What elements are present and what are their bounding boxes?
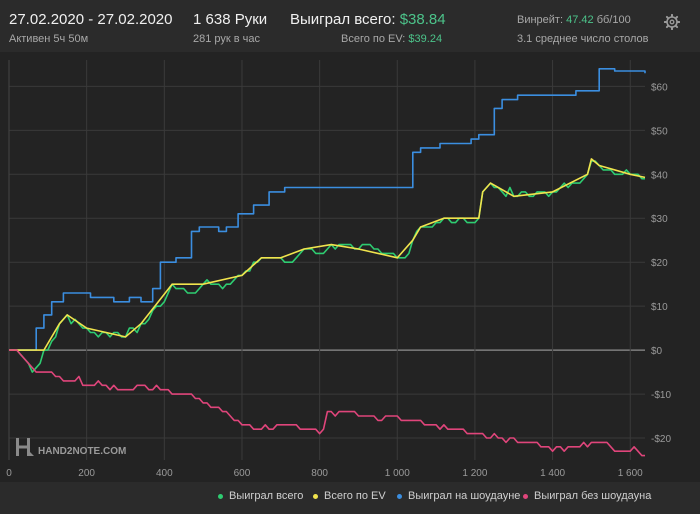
watermark-text: HAND2NOTE.COM: [38, 446, 126, 457]
x-tick-label: 400: [156, 468, 173, 479]
winrate-unit: бб/100: [596, 14, 631, 26]
hands-per-hour: 281 рук в час: [193, 33, 261, 45]
ev-total-label: Всего по EV:: [341, 33, 406, 45]
y-tick-label: $60: [651, 82, 668, 93]
legend-dot: [313, 493, 318, 499]
series-line: [9, 158, 646, 351]
legend-item-showdown[interactable]: Выиграл на шоудауне: [397, 490, 520, 502]
ev-total: Всего по EV: $39.24: [341, 33, 442, 45]
y-tick-label: $40: [651, 170, 668, 181]
active-time: Активен 5ч 50м: [9, 33, 89, 45]
legend-label: Выиграл на шоудауне: [408, 490, 521, 502]
y-tick-label: $30: [651, 214, 668, 225]
hand2note-logo: HAND2NOTE.COM: [16, 438, 126, 457]
won-total-label: Выиграл всего:: [290, 11, 396, 28]
x-tick-label: 200: [78, 468, 95, 479]
date-range[interactable]: 27.02.2020 - 27.02.2020: [9, 11, 173, 28]
y-tick-label: $0: [651, 346, 663, 357]
legend-dot: [397, 493, 402, 499]
y-tick-label: $50: [651, 126, 668, 137]
legend-dot: [523, 493, 528, 499]
won-total: Выиграл всего: $38.84: [290, 11, 446, 28]
y-tick-label: -$10: [651, 390, 671, 401]
avg-tables: 3.1 среднее число столов: [517, 33, 649, 45]
x-axis-ticks: 0 200 400 600 800 1 000 1 200 1 400 1 600: [6, 468, 643, 479]
x-tick-label: 0: [6, 468, 12, 479]
won-total-value: $38.84: [399, 11, 446, 28]
legend-label: Выиграл без шоудауна: [534, 490, 652, 502]
legend-item-won[interactable]: Выиграл всего: [218, 490, 303, 502]
series-line: [9, 349, 645, 457]
chart-legend: Выиграл всего Всего по EV Выиграл на шоу…: [0, 486, 700, 508]
profit-chart[interactable]: 0 200 400 600 800 1 000 1 200 1 400 1 600 $60 $50…: [0, 52, 700, 482]
legend-item-ev[interactable]: Всего по EV: [313, 490, 386, 502]
y-tick-label: $10: [651, 302, 668, 313]
legend-label: Всего по EV: [324, 490, 386, 502]
hands-count: 1 638 Руки: [193, 11, 268, 28]
legend-dot: [218, 493, 223, 499]
x-tick-label: 800: [311, 468, 328, 479]
chart-series: [9, 68, 646, 457]
profit-chart-svg: 0 200 400 600 800 1 000 1 200 1 400 1 600 $60 $50…: [6, 60, 671, 479]
x-tick-label: 1 600: [618, 468, 643, 479]
legend-item-no-showdown[interactable]: Выиграл без шоудауна: [523, 490, 651, 502]
ev-total-value: $39.24: [408, 33, 443, 45]
winrate-label: Винрейт:: [517, 14, 564, 26]
x-tick-label: 1 400: [540, 468, 565, 479]
series-line: [9, 68, 646, 351]
legend-label: Выиграл всего: [229, 490, 304, 502]
stats-header: 27.02.2020 - 27.02.2020 Активен 5ч 50м 1…: [0, 0, 700, 50]
winrate-value: 47.42: [566, 14, 594, 26]
hand2note-logo-icon: [16, 438, 34, 456]
y-tick-label: $20: [651, 258, 668, 269]
x-tick-label: 1 200: [462, 468, 487, 479]
x-tick-label: 1 000: [385, 468, 410, 479]
chart-grid: [8, 60, 645, 460]
y-tick-label: -$20: [651, 434, 671, 445]
y-axis-ticks: $60 $50 $40 $30 $20 $10 $0 -$10 -$20: [651, 82, 671, 445]
gear-icon[interactable]: [664, 14, 680, 30]
x-tick-label: 600: [234, 468, 251, 479]
winrate: Винрейт: 47.42 бб/100: [517, 14, 631, 26]
series-line: [9, 160, 645, 373]
